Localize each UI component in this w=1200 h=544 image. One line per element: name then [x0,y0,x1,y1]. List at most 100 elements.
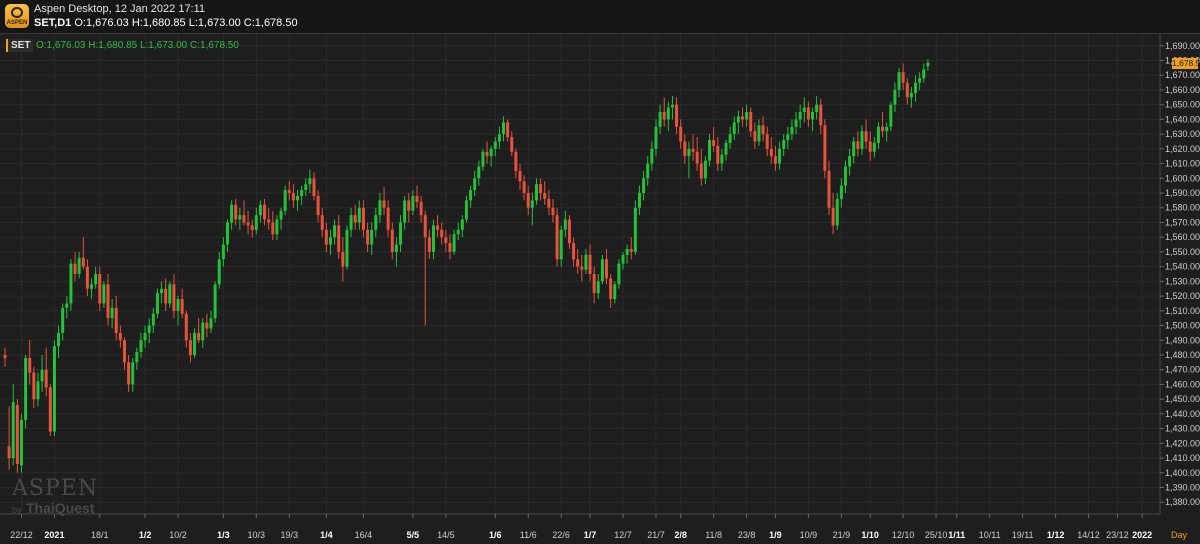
candle [827,160,831,216]
price-tick-label: 1,570.00 [1165,217,1200,227]
price-tick-label: 1,470.00 [1165,365,1200,375]
candle-body [7,446,11,459]
candle [287,181,291,201]
time-tick-label: 14/12 [1077,530,1100,540]
candle-body [460,219,464,230]
candle-body [193,332,197,355]
candle-body [213,284,217,319]
candle-body [835,198,839,226]
candle-body [263,204,267,220]
candle [394,237,398,267]
time-tick-label: 19/11 [1012,530,1034,540]
period-label[interactable]: Day [1171,530,1188,540]
candle-body [497,134,501,142]
candle-body [160,288,164,294]
candle [180,288,184,319]
candle-body [328,237,332,245]
candle-body [703,160,707,179]
candle [69,259,73,311]
price-tick-label: 1,630.00 [1165,129,1200,139]
price-tick-label: 1,420.00 [1165,438,1200,448]
candle-body [135,352,139,363]
candle-body [201,322,205,341]
candle [753,122,757,149]
candle [300,185,304,205]
candle [555,207,559,267]
candle [856,131,860,157]
time-tick-label: 22/6 [552,530,570,540]
candle-body [258,204,262,216]
candle-body [914,82,918,93]
price-tick-label: 1,690.00 [1165,41,1200,51]
candle [732,116,736,141]
candle [374,207,378,238]
candle [436,215,440,238]
candle [905,78,909,105]
candle [176,296,180,326]
candle [456,222,460,241]
time-tick-label: 10/2 [169,530,187,540]
candle [864,119,868,149]
candle-body [366,229,370,245]
window-symbol: SET,D1 [34,17,72,29]
price-chart[interactable]: 1,380.00 1,390.00 1,400.00 1,410.00 1,420.00… [0,34,1200,544]
candle [621,251,625,270]
price-tick-label: 1,600.00 [1165,173,1200,183]
candle [419,195,423,223]
candle [19,413,23,473]
candle-body [905,82,909,98]
price-tick-label: 1,380.00 [1165,497,1200,507]
candle [584,248,588,274]
candle-body [621,254,625,264]
candle [312,172,316,201]
candle-body [378,200,382,216]
price-tick-label: 1,670.00 [1165,70,1200,80]
candle-body [753,131,757,142]
time-tick-label: 14/5 [437,530,455,540]
candle [382,187,386,216]
candle-body [543,193,547,199]
symbol-badge[interactable]: SET [6,39,34,52]
candle-body [275,219,279,235]
candle [708,134,712,167]
candle [118,325,122,348]
candle [596,274,600,300]
candle-body [48,387,52,432]
candle-body [926,62,930,67]
candle [366,222,370,252]
candle-body [893,89,897,105]
candle [588,244,592,282]
candle [918,72,922,90]
candle-body [353,215,357,223]
candle-body [24,357,28,420]
candle-body [856,141,860,149]
candle-body [374,215,378,230]
candle-body [773,156,777,164]
candle-body [559,229,563,260]
candle [798,104,802,129]
candle [209,310,213,333]
candle-body [151,313,155,326]
candle [790,119,794,141]
candle [518,163,522,191]
candle-body [114,307,118,333]
candle-body [361,207,365,230]
candle [172,274,176,319]
candle [633,200,637,255]
candle [551,198,555,223]
candle [122,337,126,370]
time-tick-label: 1/10 [861,530,879,540]
candle [139,332,143,358]
time-tick-label: 16/4 [355,530,373,540]
candle [7,406,11,470]
candle-body [592,274,596,294]
candle [296,190,300,211]
candle-body [489,148,493,157]
candle-body [712,140,716,146]
candle [135,347,139,370]
candle-body [790,126,794,135]
candle-body [320,215,324,230]
candle [44,347,48,397]
candle [539,178,543,201]
price-tick-label: 1,540.00 [1165,262,1200,272]
